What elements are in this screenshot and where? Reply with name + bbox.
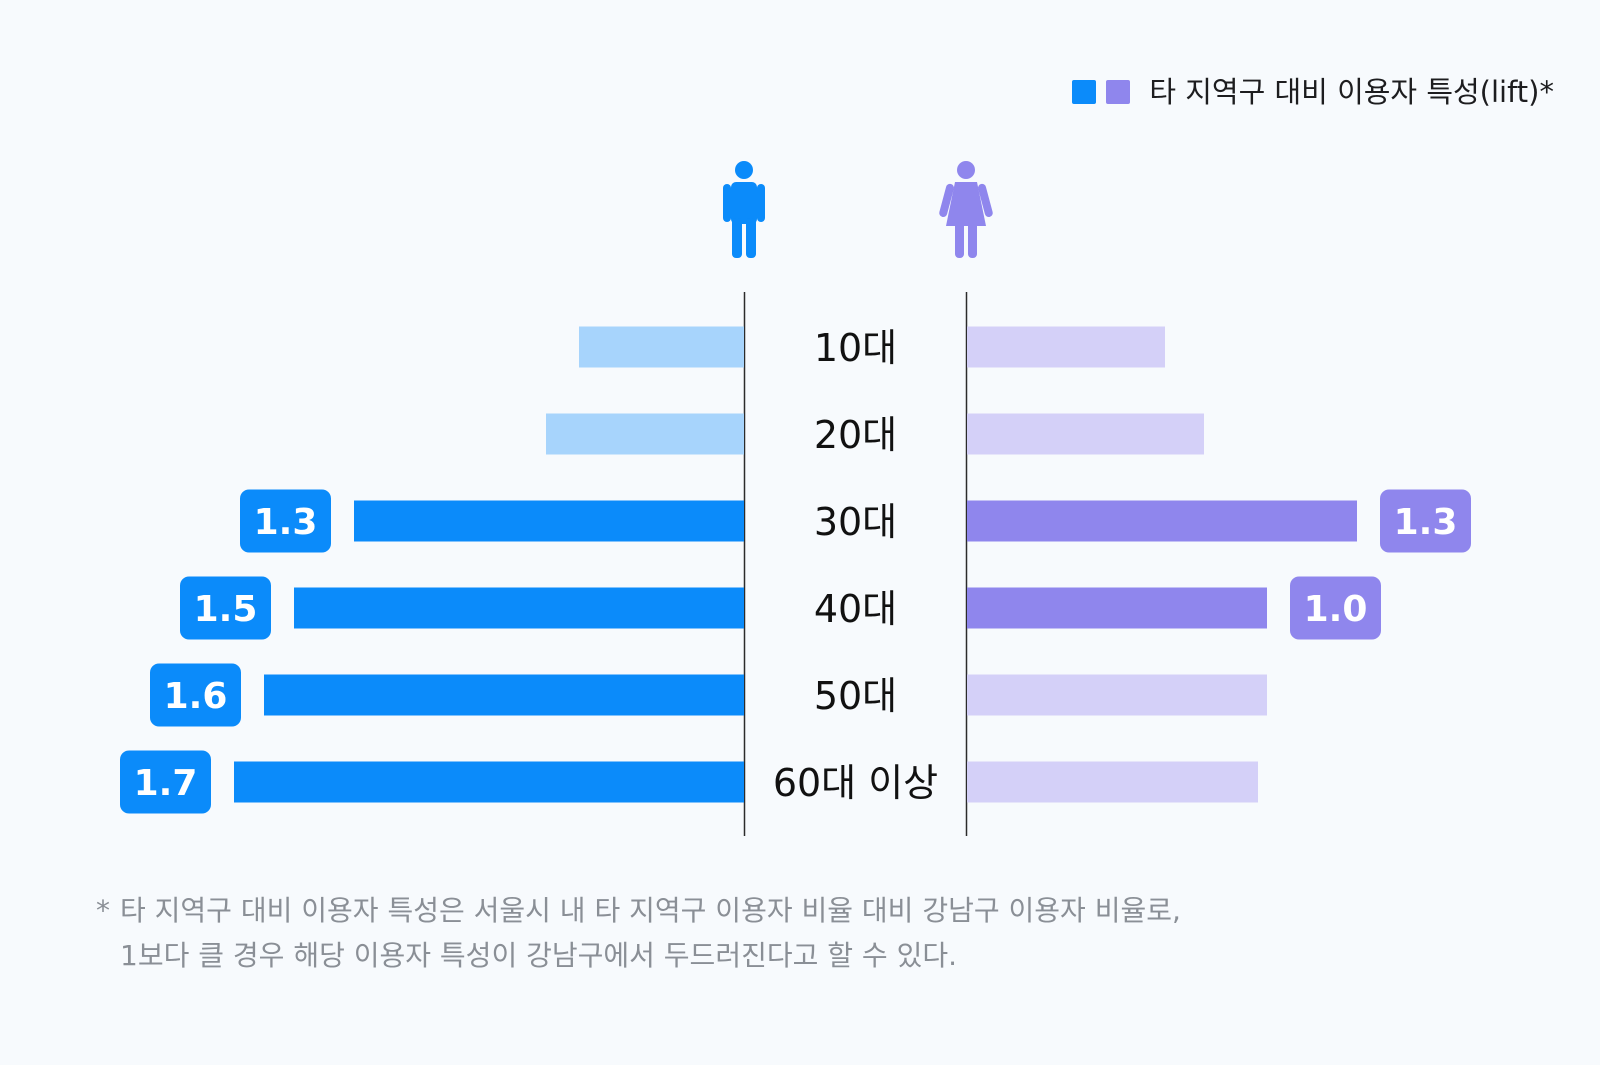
bars-layer [234, 326, 1357, 803]
female-bar [967, 326, 1165, 368]
value-label: 1.3 [1394, 502, 1458, 543]
male-bar [354, 500, 744, 542]
age-label: 30대 [814, 500, 897, 544]
male-value-badge: 1.5 [180, 576, 271, 640]
male-value-badge: 1.6 [150, 663, 241, 727]
age-label: 60대 이상 [773, 761, 938, 805]
female-bar [967, 413, 1204, 455]
female-person-icon [939, 161, 993, 258]
age-labels-layer: 10대 20대 30대 40대 50대 60대 이상 [773, 326, 938, 805]
age-label: 40대 [814, 587, 897, 631]
male-bar [234, 761, 744, 803]
value-label: 1.6 [164, 676, 228, 717]
value-label: 1.5 [194, 589, 258, 630]
footnote: * 타 지역구 대비 이용자 특성은 서울시 내 타 지역구 이용자 비율 대비 … [96, 888, 1296, 978]
value-label: 1.7 [134, 763, 198, 804]
age-label: 20대 [814, 413, 897, 457]
male-person-icon [723, 161, 765, 258]
female-value-badge: 1.0 [1290, 576, 1381, 640]
female-value-badge: 1.3 [1380, 489, 1471, 553]
male-bar [546, 413, 744, 455]
badges-layer: 1.3 1.5 1.6 1.7 1.3 1.0 [120, 489, 1471, 814]
male-value-badge: 1.3 [240, 489, 331, 553]
lift-butterfly-chart: 타 지역구 대비 이용자 특성(lift)* 10대 20대 30대 40대 50대 60… [120, 75, 1554, 836]
age-label: 10대 [814, 326, 897, 370]
legend: 타 지역구 대비 이용자 특성(lift)* [1072, 75, 1554, 109]
footnote-line-2: 1보다 클 경우 해당 이용자 특성이 강남구에서 두드러진다고 할 수 있다. [120, 939, 958, 972]
legend-swatch-purple [1106, 80, 1130, 104]
female-bar [967, 587, 1267, 629]
male-bar [294, 587, 744, 629]
female-bar [967, 674, 1267, 716]
legend-label: 타 지역구 대비 이용자 특성(lift)* [1149, 75, 1554, 109]
footnote-line-1: * 타 지역구 대비 이용자 특성은 서울시 내 타 지역구 이용자 비율 대비 … [96, 888, 1296, 933]
value-label: 1.0 [1304, 589, 1368, 630]
age-label: 50대 [814, 674, 897, 718]
footnote-text-1: 타 지역구 대비 이용자 특성은 서울시 내 타 지역구 이용자 비율 대비 강… [120, 894, 1181, 927]
female-bar [967, 500, 1357, 542]
legend-swatch-blue [1072, 80, 1096, 104]
male-value-badge: 1.7 [120, 750, 211, 814]
male-bar [579, 326, 744, 368]
female-bar [967, 761, 1258, 803]
value-label: 1.3 [254, 502, 318, 543]
male-bar [264, 674, 744, 716]
footnote-star: * [96, 894, 110, 927]
